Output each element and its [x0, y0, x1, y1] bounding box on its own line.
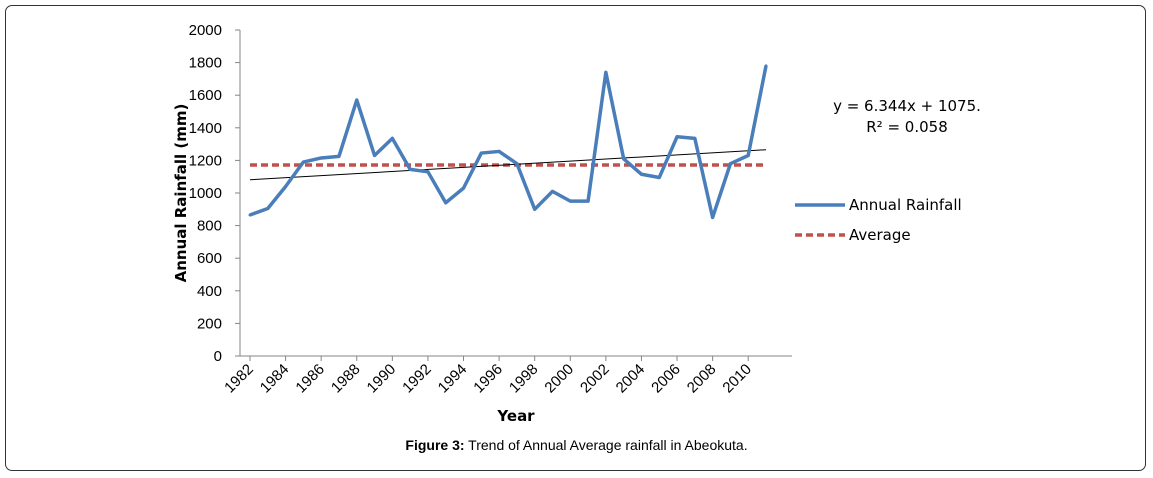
x-tick-label: 2006: [648, 361, 684, 397]
rainfall-point: [568, 199, 572, 203]
legend-rainfall-label: Annual Rainfall: [849, 196, 962, 214]
rainfall-point: [284, 184, 288, 188]
rainfall-point: [248, 213, 252, 217]
y-tick-label: 200: [197, 315, 222, 332]
rainfall-point: [497, 149, 501, 153]
rainfall-point: [639, 172, 643, 176]
x-axis-ticks: 1982 1984 1986 1988 1990 1992 1994 1996 1998 2000…: [221, 356, 755, 396]
y-tick-label: 400: [197, 283, 222, 300]
y-tick-label: 600: [197, 250, 222, 267]
y-tick-label: 2000: [189, 22, 222, 39]
trendline-r2: R² = 0.058: [866, 118, 947, 136]
rainfall-point: [426, 170, 430, 174]
y-tick-label: 1600: [189, 87, 222, 104]
x-tick-label: 1990: [364, 361, 400, 397]
x-tick-label: 1992: [399, 361, 435, 397]
series-layer: [248, 64, 768, 220]
rainfall-point: [462, 186, 466, 190]
y-tick-label: 800: [197, 218, 222, 235]
x-tick-label: 1984: [257, 361, 293, 397]
trendline-equation: y = 6.344x + 1075.: [833, 97, 981, 115]
figure-frame: [5, 5, 1146, 471]
x-tick-label: 2000: [541, 361, 577, 397]
rainfall-point: [586, 199, 590, 203]
rainfall-point: [693, 136, 697, 140]
x-tick-label: 2008: [684, 361, 720, 397]
y-tick-label: 1200: [189, 152, 222, 169]
caption-label: Figure 3:: [405, 437, 465, 453]
rainfall-point: [444, 201, 448, 205]
rainfall-point: [550, 189, 554, 193]
rainfall-point: [479, 151, 483, 155]
x-tick-label: 1986: [292, 361, 328, 397]
rainfall-point: [337, 154, 341, 158]
rainfall-point: [355, 98, 359, 102]
legend: Annual Rainfall Average: [795, 196, 962, 244]
x-tick-label: 2002: [577, 361, 613, 397]
x-tick-label: 1996: [470, 361, 506, 397]
y-axis-title: Annual Rainfall (mm): [172, 104, 190, 283]
figure-caption: Figure 3: Trend of Annual Average rainfa…: [0, 437, 1153, 453]
rainfall-point: [622, 157, 626, 161]
rainfall-point: [301, 160, 305, 164]
legend-average-label: Average: [849, 226, 911, 244]
rainfall-point: [604, 70, 608, 74]
rainfall-point: [408, 167, 412, 171]
rainfall-chart: 0 200 400 600 800 1000 1200 1400 1600 1800 2000 19…: [172, 22, 981, 425]
rainfall-point: [319, 156, 323, 160]
x-tick-label: 1994: [435, 361, 471, 397]
x-tick-label: 1998: [506, 361, 542, 397]
y-tick-label: 1400: [189, 120, 222, 137]
y-axis-ticks: 0 200 400 600 800 1000 1200 1400 1600 1800 2000: [189, 22, 240, 365]
x-axis-title: Year: [496, 407, 535, 425]
rainfall-point: [515, 162, 519, 166]
rainfall-point: [711, 215, 715, 219]
trendline: [249, 149, 767, 181]
rainfall-point: [266, 206, 270, 210]
rainfall-series-line: [249, 65, 768, 220]
rainfall-point: [764, 64, 768, 68]
y-tick-label: 1800: [189, 55, 222, 72]
x-tick-label: 2004: [613, 361, 649, 397]
caption-text: Trend of Annual Average rainfall in Abeo…: [468, 437, 748, 453]
rainfall-point: [657, 176, 661, 180]
rainfall-point: [746, 154, 750, 158]
rainfall-point: [533, 207, 537, 211]
x-tick-label: 2010: [719, 361, 755, 397]
y-tick-label: 0: [214, 348, 222, 365]
rainfall-point: [675, 135, 679, 139]
rainfall-point: [728, 162, 732, 166]
y-tick-label: 1000: [189, 185, 222, 202]
x-tick-label: 1982: [221, 361, 257, 397]
rainfall-point: [390, 136, 394, 140]
x-tick-label: 1988: [328, 361, 364, 397]
rainfall-point: [373, 154, 377, 158]
